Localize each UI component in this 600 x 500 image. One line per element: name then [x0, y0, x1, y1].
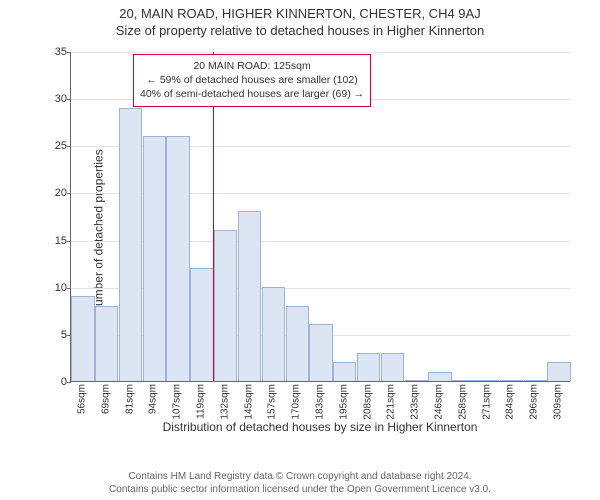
- x-tick-label: 132sqm: [219, 384, 230, 420]
- x-tick-label: 271sqm: [481, 384, 492, 420]
- x-tick-label: 119sqm: [195, 384, 206, 419]
- histogram-bar: [309, 324, 332, 381]
- x-tick-label: 309sqm: [553, 384, 564, 420]
- footer-attribution: Contains HM Land Registry data © Crown c…: [0, 470, 600, 496]
- callout-box: 20 MAIN ROAD: 125sqm← 59% of detached ho…: [133, 54, 371, 107]
- callout-line3: 40% of semi-detached houses are larger (…: [140, 87, 364, 101]
- gridline: [71, 52, 570, 53]
- x-tick-label: 107sqm: [172, 384, 183, 420]
- histogram-bar: [357, 353, 380, 381]
- histogram-bar: [119, 108, 142, 381]
- chart-container: Number of detached properties 0510152025…: [20, 42, 580, 422]
- x-axis-label: Distribution of detached houses by size …: [70, 420, 570, 434]
- histogram-bar: [262, 287, 285, 381]
- address-title: 20, MAIN ROAD, HIGHER KINNERTON, CHESTER…: [0, 0, 600, 21]
- x-tick-label: 145sqm: [243, 384, 254, 420]
- x-tick-label: 94sqm: [148, 384, 159, 414]
- histogram-bar: [452, 380, 475, 381]
- x-tick-label: 284sqm: [505, 384, 516, 420]
- x-tick-label: 170sqm: [291, 384, 302, 420]
- histogram-bar: [190, 268, 213, 381]
- histogram-bar: [428, 372, 451, 381]
- histogram-bar: [238, 211, 261, 381]
- histogram-bar: [547, 362, 570, 381]
- histogram-bar: [214, 230, 237, 381]
- footer-line1: Contains HM Land Registry data © Crown c…: [0, 470, 600, 483]
- histogram-bar: [500, 380, 523, 381]
- histogram-bar: [166, 136, 189, 381]
- histogram-bar: [95, 306, 118, 381]
- x-tick-label: 56sqm: [76, 384, 87, 414]
- plot-area: 0510152025303520 MAIN ROAD: 125sqm← 59% …: [70, 52, 570, 382]
- histogram-bar: [333, 362, 356, 381]
- histogram-bar: [143, 136, 166, 381]
- x-tick-label: 195sqm: [338, 384, 349, 420]
- x-tick-label: 246sqm: [434, 384, 445, 420]
- x-tick-label: 208sqm: [362, 384, 373, 420]
- callout-line2: ← 59% of detached houses are smaller (10…: [140, 73, 364, 87]
- x-tick-label: 157sqm: [267, 384, 278, 420]
- histogram-bar: [71, 296, 94, 381]
- callout-line1: 20 MAIN ROAD: 125sqm: [140, 59, 364, 73]
- x-tick-area: 56sqm 69sqm 81sqm 94sqm 107sqm 119sqm 132sqm 14…: [70, 382, 570, 422]
- x-tick-label: 81sqm: [124, 384, 135, 414]
- histogram-bar: [381, 353, 404, 381]
- x-tick-label: 296sqm: [529, 384, 540, 420]
- histogram-bar: [476, 380, 499, 381]
- x-tick-label: 183sqm: [315, 384, 326, 420]
- x-tick-label: 258sqm: [457, 384, 468, 420]
- chart-subtitle: Size of property relative to detached ho…: [0, 21, 600, 42]
- histogram-bar: [524, 380, 547, 381]
- x-tick-label: 69sqm: [100, 384, 111, 414]
- histogram-bar: [286, 306, 309, 381]
- x-tick-label: 221sqm: [386, 384, 397, 420]
- x-tick-label: 233sqm: [410, 384, 421, 420]
- histogram-bar: [405, 380, 428, 381]
- footer-line2: Contains public sector information licen…: [0, 483, 600, 496]
